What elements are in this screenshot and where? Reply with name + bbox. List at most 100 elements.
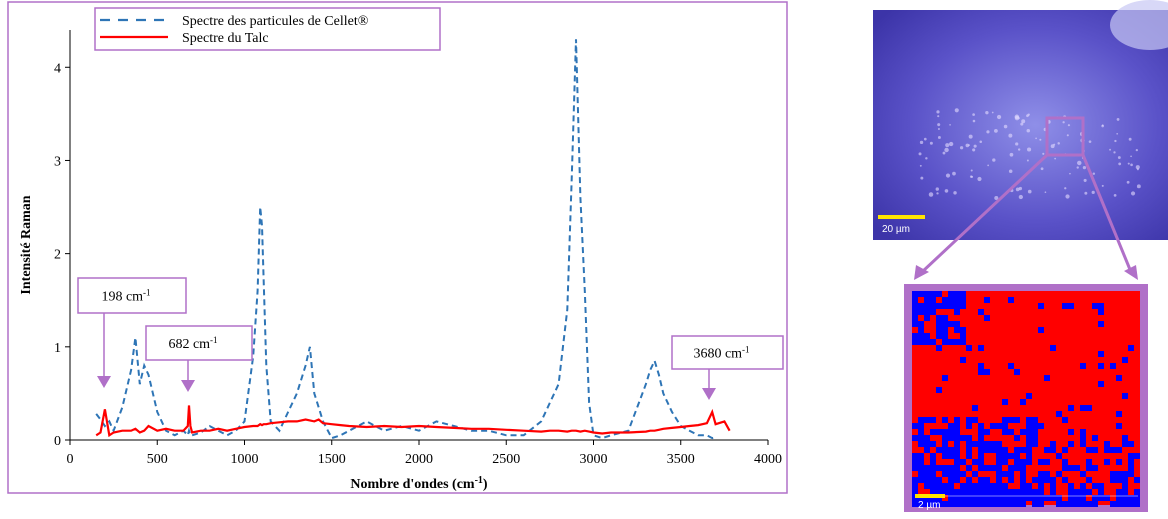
speckle: [1101, 124, 1104, 128]
chart-frame: [7, 1, 788, 494]
map-cell: [1026, 393, 1032, 399]
map-cell: [1092, 465, 1098, 471]
speckle: [1136, 168, 1139, 171]
map-cell: [930, 483, 936, 489]
map-cell: [978, 477, 984, 483]
map-cell: [966, 345, 972, 351]
map-cell: [936, 501, 942, 507]
map-cell: [1098, 321, 1104, 327]
annotation-text: 198 cm: [101, 290, 143, 305]
map-cell: [996, 441, 1002, 447]
speckle: [985, 110, 989, 115]
map-cell: [1080, 363, 1086, 369]
map-cell: [960, 327, 966, 333]
map-cell: [984, 489, 990, 495]
map-cell: [918, 441, 924, 447]
map-cell: [990, 423, 996, 429]
map-cell: [984, 477, 990, 483]
map-cell: [918, 303, 924, 309]
map-cell: [1002, 453, 1008, 459]
map-cell: [1128, 471, 1134, 477]
speckle: [959, 146, 964, 150]
map-cell: [1008, 465, 1014, 471]
map-cell: [966, 423, 972, 429]
speckle: [1040, 167, 1044, 171]
superscript: -1: [143, 288, 151, 298]
map-cell: [912, 315, 918, 321]
map-cell: [948, 495, 954, 501]
map-cell: [936, 447, 942, 453]
annotation-box: [671, 335, 784, 370]
speckle: [1135, 165, 1140, 170]
map-cell: [1014, 459, 1020, 465]
map-cell: [1044, 471, 1050, 477]
speckle: [1116, 132, 1119, 135]
map-cell: [978, 495, 984, 501]
map-cell: [954, 447, 960, 453]
map-cell: [924, 477, 930, 483]
map-cell: [1044, 459, 1050, 465]
speckle: [937, 136, 941, 139]
map-cell: [960, 471, 966, 477]
map-cell: [1056, 495, 1062, 501]
arrow-head: [1124, 265, 1138, 280]
map-cell: [1116, 501, 1122, 507]
map-cell: [972, 459, 978, 465]
map-cell: [930, 339, 936, 345]
map-cell: [942, 429, 948, 435]
map-cell: [1116, 411, 1122, 417]
map-cell: [1002, 501, 1008, 507]
map-cell: [1038, 501, 1044, 507]
map-cell: [1020, 429, 1026, 435]
map-cell: [918, 423, 924, 429]
map-cell: [924, 501, 930, 507]
map-cell: [942, 327, 948, 333]
map-cell: [1050, 447, 1056, 453]
map-cell: [1020, 495, 1026, 501]
zoom-line: [920, 153, 1049, 274]
map-cell: [948, 291, 954, 297]
speckle: [923, 137, 927, 141]
map-cell: [1062, 501, 1068, 507]
map-cell: [960, 501, 966, 507]
map-cell: [984, 501, 990, 507]
map-cell: [978, 369, 984, 375]
map-cell: [972, 441, 978, 447]
image-panel: 20 µm 2 µm: [873, 0, 1168, 512]
map-cell: [930, 417, 936, 423]
map-cell: [1020, 489, 1026, 495]
map-cell: [1098, 483, 1104, 489]
map-cell: [1014, 417, 1020, 423]
speckle: [945, 143, 950, 148]
map-cell: [996, 471, 1002, 477]
map-cell: [936, 489, 942, 495]
map-cell: [1062, 417, 1068, 423]
map-cell: [1014, 465, 1020, 471]
scale-bar: [878, 215, 925, 219]
map-cell: [990, 465, 996, 471]
speckle: [1026, 114, 1029, 118]
map-cell: [966, 435, 972, 441]
speckle: [949, 124, 951, 126]
speckle: [1092, 172, 1096, 175]
map-cell: [948, 339, 954, 345]
map-cell: [954, 471, 960, 477]
map-cell: [1128, 453, 1134, 459]
speckle: [919, 140, 924, 145]
map-cell: [978, 345, 984, 351]
map-cell: [1080, 483, 1086, 489]
map-cell: [1026, 423, 1032, 429]
map-cell: [930, 471, 936, 477]
map-cell: [930, 309, 936, 315]
map-cell: [936, 465, 942, 471]
speckle: [937, 123, 941, 127]
map-cell: [930, 303, 936, 309]
map-cell: [1098, 489, 1104, 495]
map-cell: [1038, 489, 1044, 495]
speckle: [1017, 148, 1021, 151]
map-cell: [912, 423, 918, 429]
map-cell: [1092, 495, 1098, 501]
map-cell: [1014, 489, 1020, 495]
map-cell: [978, 501, 984, 507]
map-cell: [954, 339, 960, 345]
